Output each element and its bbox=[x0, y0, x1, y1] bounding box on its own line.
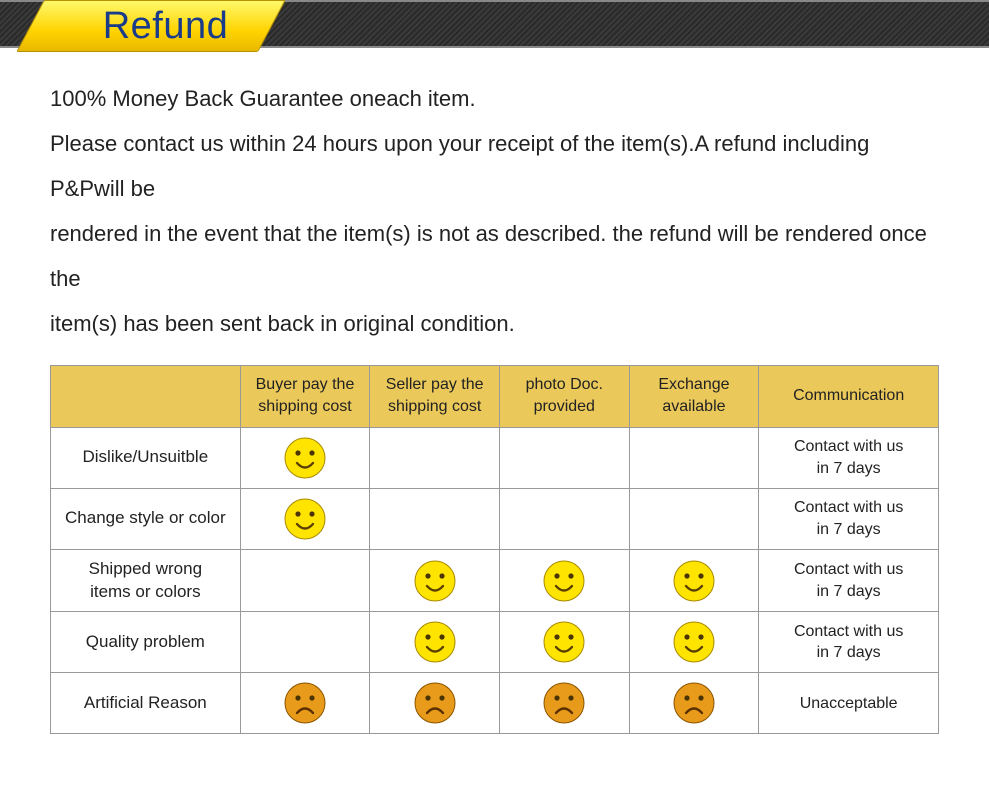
sad-face-icon bbox=[283, 695, 327, 712]
cell-seller bbox=[370, 549, 500, 612]
cell-reason: Change style or color bbox=[51, 488, 241, 549]
col-header-buyer: Buyer pay theshipping cost bbox=[240, 365, 370, 427]
cell-reason: Dislike/Unsuitble bbox=[51, 427, 241, 488]
cell-buyer bbox=[240, 427, 370, 488]
cell-buyer bbox=[240, 612, 370, 673]
cell-communication: Contact with usin 7 days bbox=[759, 427, 939, 488]
cell-photo bbox=[499, 549, 629, 612]
cell-buyer bbox=[240, 488, 370, 549]
sad-face-icon bbox=[542, 695, 586, 712]
sad-face-icon bbox=[672, 695, 716, 712]
cell-exchange bbox=[629, 488, 759, 549]
col-header-reason bbox=[51, 365, 241, 427]
cell-buyer bbox=[240, 673, 370, 734]
cell-exchange bbox=[629, 673, 759, 734]
cell-photo bbox=[499, 488, 629, 549]
cell-reason: Artificial Reason bbox=[51, 673, 241, 734]
cell-communication: Contact with usin 7 days bbox=[759, 612, 939, 673]
policy-text: 100% Money Back Guarantee oneach item.Pl… bbox=[50, 76, 939, 347]
happy-face-icon bbox=[542, 634, 586, 651]
cell-seller bbox=[370, 488, 500, 549]
cell-buyer bbox=[240, 549, 370, 612]
happy-face-icon bbox=[283, 510, 327, 527]
table-row: Shipped wrongitems or colors Contact wit… bbox=[51, 549, 939, 612]
cell-communication: Contact with usin 7 days bbox=[759, 549, 939, 612]
cell-exchange bbox=[629, 427, 759, 488]
cell-exchange bbox=[629, 612, 759, 673]
refund-table: Buyer pay theshipping cost Seller pay th… bbox=[50, 365, 939, 735]
cell-photo bbox=[499, 673, 629, 734]
cell-reason: Shipped wrongitems or colors bbox=[51, 549, 241, 612]
table-row: Dislike/Unsuitble Contact with usin 7 da… bbox=[51, 427, 939, 488]
table-header-row: Buyer pay theshipping cost Seller pay th… bbox=[51, 365, 939, 427]
happy-face-icon bbox=[672, 572, 716, 589]
cell-photo bbox=[499, 427, 629, 488]
cell-communication: Contact with usin 7 days bbox=[759, 488, 939, 549]
sad-face-icon bbox=[413, 695, 457, 712]
col-header-communication: Communication bbox=[759, 365, 939, 427]
cell-seller bbox=[370, 612, 500, 673]
happy-face-icon bbox=[672, 634, 716, 651]
happy-face-icon bbox=[283, 449, 327, 466]
col-header-seller: Seller pay theshipping cost bbox=[370, 365, 500, 427]
col-header-photo: photo Doc.provided bbox=[499, 365, 629, 427]
table-row: Quality problem Contact with usin 7 days bbox=[51, 612, 939, 673]
cell-exchange bbox=[629, 549, 759, 612]
table-row: Artificial Reason Unacceptable bbox=[51, 673, 939, 734]
table-row: Change style or color Contact with usin … bbox=[51, 488, 939, 549]
header-tab: Refund bbox=[16, 0, 285, 52]
cell-communication: Unacceptable bbox=[759, 673, 939, 734]
header-bar: Refund bbox=[0, 0, 989, 48]
page-title: Refund bbox=[103, 5, 229, 48]
cell-reason: Quality problem bbox=[51, 612, 241, 673]
cell-seller bbox=[370, 427, 500, 488]
content-area: 100% Money Back Guarantee oneach item.Pl… bbox=[0, 48, 989, 754]
happy-face-icon bbox=[413, 634, 457, 651]
cell-photo bbox=[499, 612, 629, 673]
col-header-exchange: Exchange available bbox=[629, 365, 759, 427]
happy-face-icon bbox=[542, 572, 586, 589]
happy-face-icon bbox=[413, 572, 457, 589]
cell-seller bbox=[370, 673, 500, 734]
